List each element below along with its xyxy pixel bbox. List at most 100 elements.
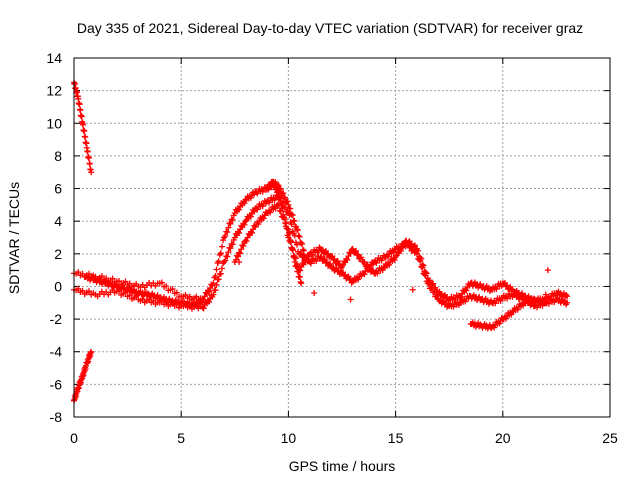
data-point xyxy=(76,101,83,108)
data-point xyxy=(276,195,283,202)
data-point xyxy=(213,266,220,273)
data-point xyxy=(431,289,438,296)
data-point xyxy=(366,265,373,272)
data-point xyxy=(272,205,279,212)
y-tick-label: 4 xyxy=(54,213,62,229)
data-point xyxy=(286,230,293,237)
data-point xyxy=(302,254,309,261)
data-point xyxy=(542,291,549,298)
data-point xyxy=(418,263,425,270)
data-point xyxy=(417,257,424,264)
data-point xyxy=(215,276,222,283)
data-point xyxy=(239,242,246,249)
data-point xyxy=(361,271,368,278)
data-point xyxy=(361,259,368,266)
data-point xyxy=(300,247,307,254)
data-point xyxy=(212,287,219,294)
data-point xyxy=(77,107,84,114)
data-point xyxy=(564,299,571,306)
data-point xyxy=(206,298,213,305)
data-point xyxy=(298,280,305,287)
grid-lines xyxy=(74,58,610,417)
data-point xyxy=(347,296,354,303)
data-point xyxy=(109,275,116,282)
y-axis-label: SDTVAR / TECUs xyxy=(6,182,22,294)
data-point xyxy=(237,250,244,257)
data-point xyxy=(563,291,570,298)
data-point xyxy=(126,280,133,287)
x-tick-labels: 0 5 10 15 20 25 xyxy=(70,430,618,446)
data-point xyxy=(282,204,289,211)
data-point xyxy=(260,215,267,222)
y-tick-label: 2 xyxy=(54,246,62,262)
data-point xyxy=(357,255,364,262)
data-point xyxy=(240,242,247,249)
data-point xyxy=(169,286,176,293)
data-point xyxy=(520,302,527,309)
data-point xyxy=(242,196,249,203)
data-point xyxy=(509,308,516,315)
data-point xyxy=(80,121,87,128)
data-point xyxy=(212,273,219,280)
data-point xyxy=(75,285,82,292)
data-point xyxy=(215,258,222,265)
data-point xyxy=(242,218,249,225)
data-point xyxy=(255,221,262,228)
data-point xyxy=(267,209,274,216)
y-tick-label: 14 xyxy=(46,50,62,66)
data-point xyxy=(409,286,416,293)
data-point xyxy=(355,276,362,283)
data-point xyxy=(241,221,248,228)
data-point xyxy=(298,240,305,247)
data-point xyxy=(508,311,515,318)
data-point xyxy=(233,252,240,259)
data-point xyxy=(158,279,165,286)
data-point xyxy=(200,305,207,312)
data-point xyxy=(281,214,288,221)
data-point xyxy=(386,261,393,268)
data-point xyxy=(295,268,302,275)
data-point xyxy=(414,250,421,257)
data-point xyxy=(496,320,503,327)
data-point xyxy=(225,224,232,231)
data-point xyxy=(295,232,302,239)
data-point xyxy=(299,246,306,253)
y-tick-label: 0 xyxy=(54,278,62,294)
data-point xyxy=(544,267,551,274)
y-tick-label: 6 xyxy=(54,181,62,197)
data-point xyxy=(491,324,498,331)
axis-ticks xyxy=(73,57,611,418)
y-tick-label: -2 xyxy=(50,311,63,327)
data-point xyxy=(198,298,205,305)
data-point xyxy=(86,155,93,162)
data-point xyxy=(222,233,229,240)
data-point xyxy=(116,278,123,285)
data-point xyxy=(218,265,225,272)
data-point xyxy=(301,253,308,260)
data-point xyxy=(434,292,441,299)
data-point xyxy=(280,190,287,197)
data-point xyxy=(251,208,258,215)
data-point xyxy=(391,257,398,264)
data-point xyxy=(247,213,254,220)
data-point xyxy=(358,254,365,261)
data-point xyxy=(86,288,93,295)
data-point xyxy=(299,241,306,248)
x-tick-label: 15 xyxy=(388,430,404,446)
data-point xyxy=(280,199,287,206)
data-point xyxy=(542,299,549,306)
data-point xyxy=(411,242,418,249)
data-point xyxy=(186,293,193,300)
data-point xyxy=(276,185,283,192)
data-point xyxy=(289,212,296,219)
y-tick-label: -4 xyxy=(50,344,63,360)
data-point xyxy=(277,208,284,215)
y-tick-label: 8 xyxy=(54,148,62,164)
data-point xyxy=(122,278,129,285)
data-point xyxy=(352,247,359,254)
data-point xyxy=(283,220,290,227)
data-point xyxy=(291,218,298,225)
data-point xyxy=(294,227,301,234)
data-point xyxy=(275,202,282,209)
data-point xyxy=(424,280,431,287)
